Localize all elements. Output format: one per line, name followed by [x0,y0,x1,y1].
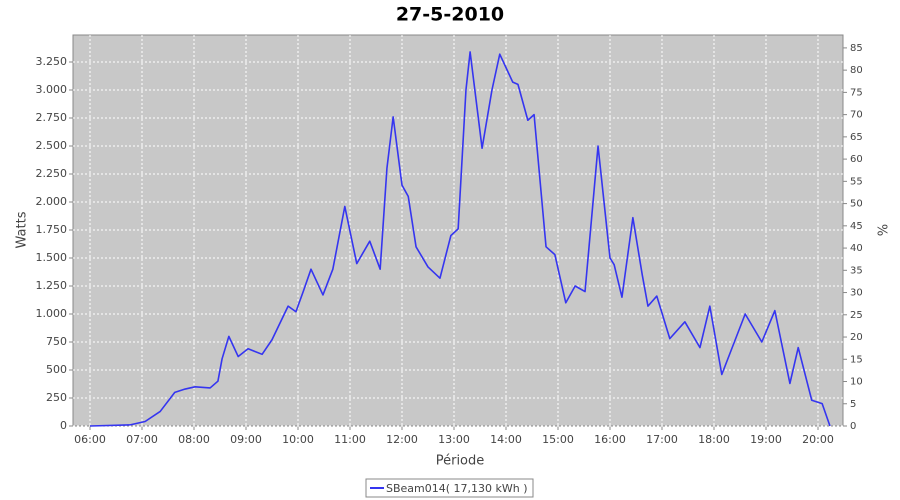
x-tick-label: 08:00 [178,433,210,446]
x-tick-label: 15:00 [542,433,574,446]
legend-label: SBeam014( 17,130 kWh ) [386,482,528,495]
y2-tick-label: 85 [850,43,863,54]
y2-tick-label: 10 [850,377,863,388]
y2-tick-label: 75 [850,87,863,98]
x-tick-label: 06:00 [74,433,106,446]
y-tick-label: 3.250 [36,55,68,68]
y2-tick-label: 20 [850,332,863,343]
y-tick-label: 250 [46,391,67,404]
x-tick-label: 19:00 [750,433,782,446]
y2-axis-label: % [874,224,889,236]
y-tick-label: 1.500 [36,251,68,264]
y2-tick-label: 40 [850,243,863,254]
y2-tick-label: 15 [850,354,863,365]
y-tick-label: 750 [46,335,67,348]
x-tick-label: 07:00 [126,433,158,446]
y-tick-label: 1.750 [36,223,68,236]
x-axis-label: Période [436,454,485,469]
x-tick-label: 09:00 [230,433,262,446]
x-tick-label: 14:00 [490,433,522,446]
y2-tick-label: 0 [850,421,856,432]
y-tick-label: 3.000 [36,83,68,96]
y-tick-label: 0 [60,419,67,432]
y2-tick-label: 25 [850,310,863,321]
y2-tick-label: 70 [850,110,863,121]
y2-tick-label: 5 [850,399,856,410]
x-tick-label: 16:00 [594,433,626,446]
y-tick-label: 2.250 [36,167,68,180]
y-tick-label: 2.750 [36,111,68,124]
plot-area [72,34,844,427]
y2-tick-label: 55 [850,176,863,187]
y2-tick-label: 60 [850,154,863,165]
x-tick-label: 17:00 [646,433,678,446]
y-tick-label: 1.250 [36,279,68,292]
y2-tick-label: 65 [850,132,863,143]
y-tick-label: 2.000 [36,195,68,208]
x-tick-label: 11:00 [334,433,366,446]
x-tick-label: 12:00 [386,433,418,446]
y2-tick-label: 30 [850,288,863,299]
x-tick-label: 20:00 [802,433,834,446]
y-tick-label: 2.500 [36,139,68,152]
x-tick-label: 13:00 [438,433,470,446]
y-tick-label: 1.000 [36,307,68,320]
y2-tick-label: 45 [850,221,863,232]
series-line [89,51,831,427]
y-tick-label: 500 [46,363,67,376]
x-tick-label: 18:00 [698,433,730,446]
legend-box [365,478,534,498]
x-tick-label: 10:00 [282,433,314,446]
y2-tick-label: 35 [850,265,863,276]
y-axis-label: Watts [15,211,30,248]
y2-tick-label: 50 [850,199,863,210]
chart-title: 27-5-2010 [396,4,504,26]
y2-tick-label: 80 [850,65,863,76]
